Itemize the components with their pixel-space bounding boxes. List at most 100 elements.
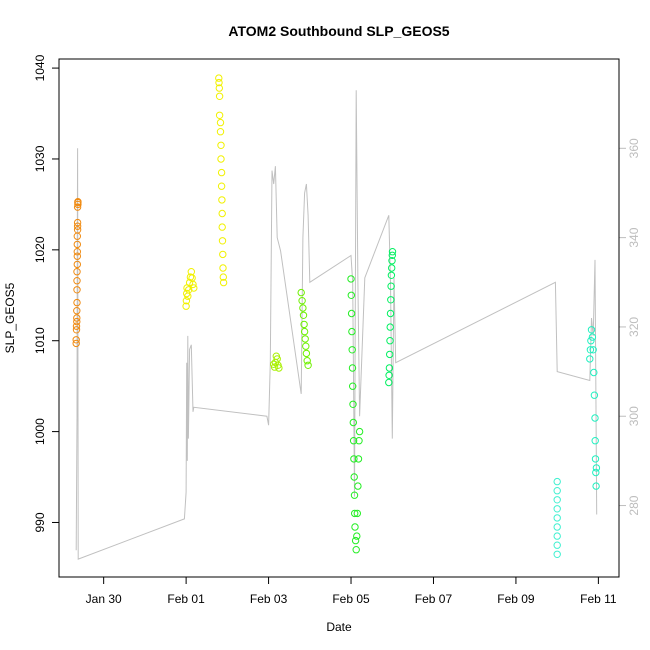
x-tick-label: Feb 03 xyxy=(250,592,288,606)
y-tick-label: 1010 xyxy=(33,327,47,354)
data-point xyxy=(73,252,82,260)
data-point xyxy=(591,455,600,463)
data-point xyxy=(73,298,81,307)
data-point xyxy=(587,337,595,345)
data-point xyxy=(553,487,561,495)
x-tick-label: Feb 01 xyxy=(167,592,205,606)
data-point xyxy=(74,198,82,206)
data-point xyxy=(386,350,394,359)
data-point xyxy=(586,346,595,354)
data-point xyxy=(349,382,357,390)
y-axis-label: SLP_GEOS5 xyxy=(3,282,17,353)
data-point xyxy=(553,514,561,522)
data-point xyxy=(386,337,394,345)
data-point xyxy=(216,128,225,136)
data-point xyxy=(298,297,306,305)
data-point xyxy=(304,361,312,369)
data-point xyxy=(385,371,393,379)
data-point xyxy=(592,468,600,477)
series-1 xyxy=(182,74,228,310)
data-point xyxy=(215,74,223,82)
data-point xyxy=(215,78,223,87)
secondary-series-line xyxy=(75,90,598,560)
data-point xyxy=(351,509,359,518)
data-point xyxy=(73,218,82,227)
data-point xyxy=(355,427,364,436)
data-point xyxy=(182,302,190,310)
data-point xyxy=(354,482,362,490)
data-point xyxy=(73,222,82,230)
series-3 xyxy=(297,288,312,369)
data-point xyxy=(350,491,359,499)
data-point xyxy=(387,296,395,304)
x-axis-label: Date xyxy=(326,620,352,634)
data-point xyxy=(219,264,227,272)
secondary-line-layer xyxy=(75,90,598,560)
data-point xyxy=(349,437,358,445)
y-right-tick-label: 320 xyxy=(627,317,641,337)
data-point xyxy=(591,414,599,422)
data-point xyxy=(587,326,596,334)
data-point xyxy=(299,311,308,319)
data-point xyxy=(347,291,355,299)
data-point xyxy=(217,141,225,150)
data-point xyxy=(355,437,363,445)
data-point xyxy=(217,182,226,190)
data-point xyxy=(182,297,191,305)
data-point xyxy=(72,322,81,330)
data-point xyxy=(73,277,81,285)
data-point xyxy=(297,288,305,297)
series-5 xyxy=(385,248,397,387)
data-point xyxy=(72,339,80,348)
y-right-tick-label: 340 xyxy=(627,227,641,247)
data-point xyxy=(302,342,310,350)
data-point xyxy=(215,92,224,101)
series-0 xyxy=(72,198,82,348)
data-point xyxy=(218,196,226,204)
data-point xyxy=(590,368,598,377)
y-tick-label: 1000 xyxy=(33,418,47,445)
series-6 xyxy=(553,477,561,558)
data-point xyxy=(73,203,82,211)
series-4 xyxy=(347,275,364,554)
data-point xyxy=(348,364,357,372)
y-tick-label: 990 xyxy=(33,512,47,532)
data-point xyxy=(354,455,363,463)
data-point xyxy=(553,550,561,558)
data-point xyxy=(218,237,227,245)
x-tick-label: Feb 05 xyxy=(332,592,370,606)
data-point xyxy=(553,541,561,549)
data-point xyxy=(553,523,561,531)
data-point xyxy=(300,327,309,336)
data-point xyxy=(303,357,311,365)
y-right-tick-label: 360 xyxy=(627,138,641,158)
plot-frame xyxy=(58,58,620,578)
data-point xyxy=(350,473,358,481)
data-point xyxy=(553,505,561,513)
data-point xyxy=(189,280,197,289)
data-point xyxy=(347,275,355,283)
data-point xyxy=(386,309,395,318)
data-point xyxy=(348,346,356,354)
axes-layer: Jan 30 Feb 01 Feb 03 Feb 05 Feb 07 Feb 09 Feb … xyxy=(33,54,641,606)
x-tick-label: Feb 09 xyxy=(497,592,535,606)
y-right-tick-label: 280 xyxy=(627,495,641,515)
data-point xyxy=(588,333,597,341)
data-point xyxy=(591,437,599,445)
data-point xyxy=(275,364,283,372)
x-tick-label: Feb 07 xyxy=(415,592,453,606)
data-point xyxy=(73,260,82,269)
data-point xyxy=(73,307,81,315)
data-point xyxy=(349,400,357,408)
points-layer xyxy=(72,74,601,558)
data-point xyxy=(351,523,359,531)
data-point xyxy=(388,264,396,272)
data-point xyxy=(73,248,82,256)
data-point xyxy=(72,336,80,344)
data-point xyxy=(73,226,82,234)
data-point xyxy=(190,284,198,292)
data-point xyxy=(215,84,224,92)
data-point xyxy=(347,309,356,318)
data-point xyxy=(388,248,397,256)
data-point xyxy=(219,250,227,259)
